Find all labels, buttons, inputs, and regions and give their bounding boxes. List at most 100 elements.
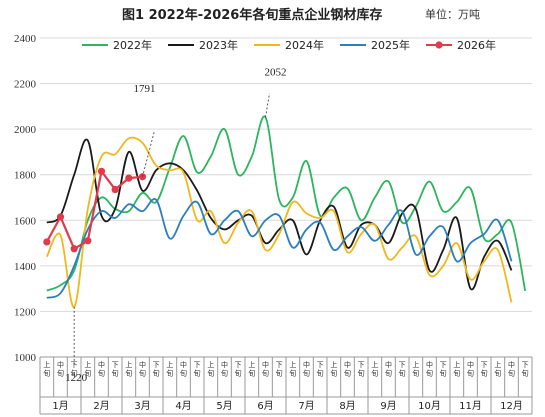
x-dekad-label: 上 [248,360,255,369]
y-tick-label: 1400 [14,261,37,273]
legend-label-2025: 2025年 [371,38,410,52]
x-dekad-label: 上 [412,360,419,369]
legend: 2022年 2023年 2024年 2025年 2026年 [82,38,496,52]
x-dekad-label: 旬 [125,369,132,378]
series-point-2026 [56,213,65,221]
x-month-label: 10月 [418,400,441,412]
x-dekad-label: 旬 [522,369,529,378]
legend-label-2026: 2026年 [457,38,496,52]
series-point-2026 [97,167,106,175]
legend-label-2023: 2023年 [199,38,238,52]
x-month-label: 1月 [52,400,68,412]
x-dekad-label: 旬 [344,369,351,378]
x-dekad-label: 中 [385,360,392,369]
x-month-label: 5月 [216,400,232,412]
chart-unit: 单位：万吨 [425,7,480,21]
x-dekad-label: 上 [166,360,173,369]
series-line-2025 [46,198,513,299]
x-dekad-label: 旬 [194,369,201,378]
x-dekad-label: 旬 [399,369,406,378]
x-dekad-label: 上 [43,360,50,369]
x-dekad-label: 中 [344,360,351,369]
x-dekad-label: 下 [358,361,365,369]
x-dekad-label: 旬 [57,369,64,378]
x-dekad-label: 中 [98,360,105,369]
x-month-label: 6月 [257,400,273,412]
x-dekad-label: 旬 [385,369,392,378]
y-tick-label: 1800 [14,170,37,182]
series-point-2026 [125,174,133,182]
x-dekad-label: 下 [235,361,242,369]
x-dekad-label: 旬 [153,369,160,378]
x-dekad-label: 上 [207,360,214,369]
series-point-2026 [43,238,51,246]
series-line-2022 [46,115,527,292]
annotation-leader [265,93,270,118]
y-tick-label: 1000 [14,352,37,364]
x-dekad-label: 旬 [317,369,324,378]
x-dekad-label: 下 [276,361,283,369]
x-dekad-label: 旬 [303,369,310,378]
x-dekad-label: 旬 [207,369,214,378]
x-month-label: 4月 [175,400,191,412]
axis-layer: 10001200140016001800200022002400上旬中旬下旬上旬… [14,33,533,415]
x-dekad-label: 旬 [276,369,283,378]
series-line-2024 [45,136,513,308]
x-dekad-label: 下 [153,361,160,369]
x-dekad-label: 旬 [467,369,474,378]
x-dekad-label: 下 [399,361,406,369]
y-tick-label: 2400 [14,33,37,45]
x-dekad-label: 旬 [440,369,447,378]
y-tick-label: 2200 [14,79,37,91]
x-dekad-label: 旬 [289,369,296,378]
x-dekad-label: 旬 [358,369,365,378]
x-dekad-label: 中 [57,360,64,369]
annotation-layer: 1791 2052 1220 [65,66,286,384]
x-dekad-label: 中 [303,360,310,369]
x-month-label: 3月 [134,400,150,412]
x-dekad-label: 旬 [248,369,255,378]
x-dekad-label: 下 [317,361,324,369]
y-tick-label: 2000 [14,124,37,136]
grid-layer [40,37,532,358]
x-dekad-label: 旬 [221,369,228,378]
x-dekad-label: 中 [139,360,146,369]
x-dekad-label: 下 [194,361,201,369]
x-month-label: 11月 [459,400,482,412]
x-month-label: 8月 [339,400,355,412]
annotation-label: 1791 [134,83,156,95]
x-dekad-label: 上 [330,360,337,369]
x-dekad-label: 中 [467,360,474,369]
x-dekad-label: 中 [180,360,187,369]
x-dekad-label: 中 [262,360,269,369]
x-dekad-label: 下 [440,361,447,369]
x-dekad-label: 下 [71,361,78,369]
y-tick-label: 1200 [14,306,37,318]
x-dekad-label: 旬 [71,369,78,378]
x-dekad-label: 上 [289,360,296,369]
x-dekad-label: 旬 [426,369,433,378]
x-month-label: 9月 [380,400,396,412]
x-dekad-label: 旬 [481,369,488,378]
x-dekad-label: 旬 [453,369,460,378]
x-dekad-label: 旬 [112,369,119,378]
x-dekad-label: 旬 [371,369,378,378]
series-point-2026 [111,185,119,194]
chart-title: 图1 2022年-2026年各旬重点企业钢材库存 [122,7,382,23]
annotation-label: 2052 [265,66,287,78]
x-month-label: 2月 [93,400,109,412]
x-dekad-label: 下 [522,361,529,369]
series-point-2026 [70,245,78,253]
x-dekad-label: 旬 [180,369,187,378]
x-dekad-label: 旬 [98,369,105,378]
x-dekad-label: 上 [125,360,132,369]
x-dekad-label: 下 [481,361,488,369]
x-month-label: 7月 [298,400,314,412]
x-dekad-label: 上 [494,360,501,369]
x-dekad-label: 旬 [330,369,337,378]
x-dekad-label: 旬 [235,369,242,378]
series-layer [43,115,527,308]
x-dekad-label: 旬 [166,369,173,378]
annotation-label: 1220 [65,372,88,384]
